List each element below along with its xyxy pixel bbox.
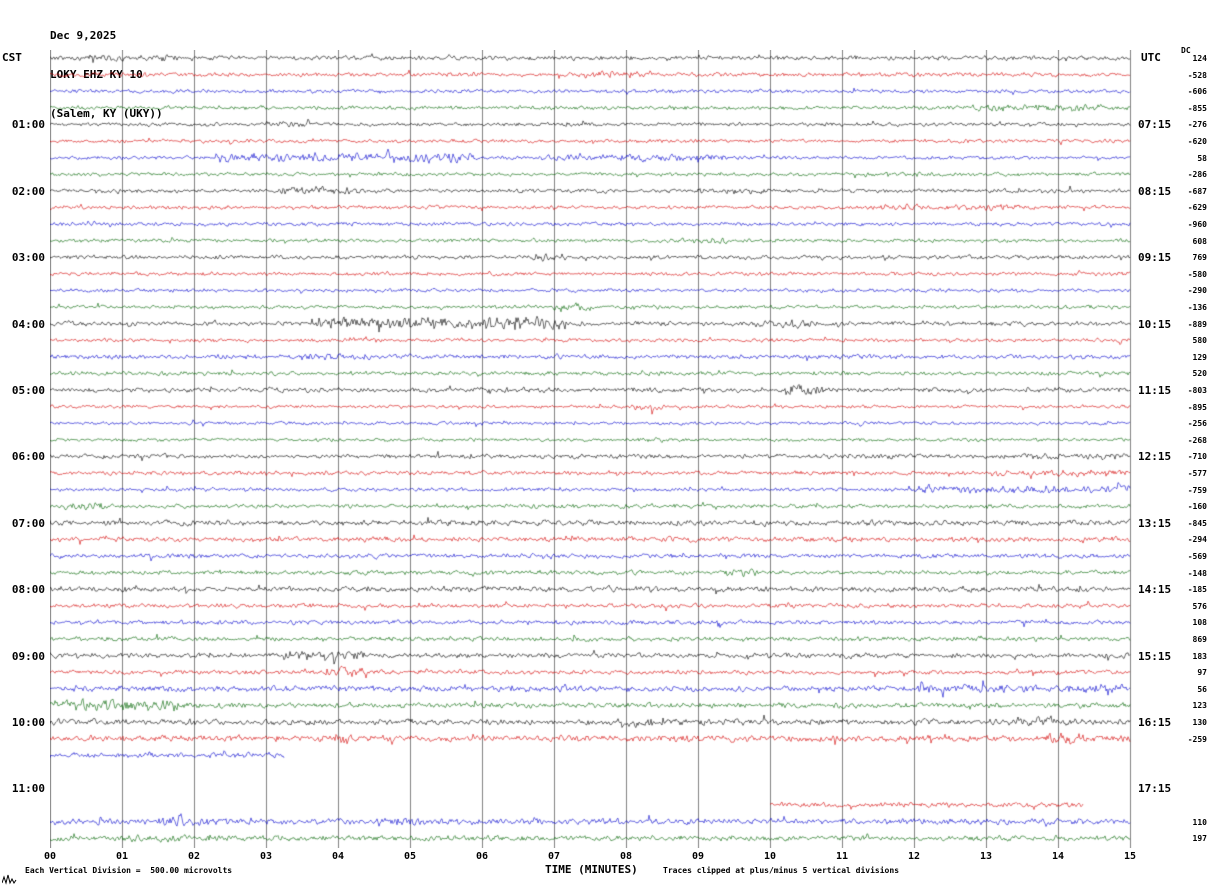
- dc-offset-value: 129: [1192, 352, 1207, 362]
- dc-offset-value: -960: [1187, 220, 1207, 229]
- right-hour-label: 12:15: [1138, 450, 1172, 464]
- dc-offset-value: -803: [1187, 386, 1207, 395]
- dc-offset-value: 56: [1197, 684, 1207, 694]
- dc-offset-value: -889: [1187, 319, 1207, 329]
- dc-offset-value: -580: [1187, 269, 1207, 279]
- dc-offset-header: DC: [1181, 46, 1191, 55]
- left-hour-label: 05:00: [11, 384, 45, 397]
- dc-offset-value: -569: [1187, 552, 1207, 561]
- dc-offset-value: -294: [1187, 535, 1207, 545]
- dc-offset-value: -710: [1187, 452, 1207, 462]
- minute-tick-label: 09: [691, 851, 705, 862]
- dc-offset-value: -620: [1187, 137, 1207, 146]
- footer-clipping-note: Traces clipped at plus/minus 5 vertical …: [663, 866, 900, 875]
- minute-tick-label: 08: [619, 851, 633, 862]
- dc-offset-value: 108: [1192, 618, 1207, 628]
- minute-tick-label: 01: [115, 851, 129, 862]
- left-hour-label: 04:00: [11, 317, 45, 331]
- dc-offset-value: -259: [1187, 734, 1207, 744]
- left-hour-label: 03:00: [11, 251, 45, 265]
- dc-offset-value: -845: [1187, 518, 1207, 528]
- minute-tick-label: 10: [763, 851, 777, 862]
- dc-offset-value: 869: [1192, 635, 1207, 644]
- left-hour-label: 06:00: [11, 450, 45, 464]
- minute-tick-label: 12: [907, 851, 921, 862]
- dc-offset-value: 769: [1192, 253, 1207, 263]
- right-hour-label: 14:15: [1138, 583, 1172, 597]
- dc-offset-value: -759: [1187, 485, 1207, 495]
- minute-tick-label: 14: [1051, 851, 1065, 862]
- minute-tick-label: 02: [187, 851, 201, 862]
- dc-offset-value: 576: [1192, 601, 1207, 611]
- dc-offset-value: 520: [1192, 369, 1207, 379]
- left-hour-label: 09:00: [11, 649, 45, 663]
- minute-tick-label: 06: [475, 851, 489, 862]
- dc-offset-value: -629: [1187, 203, 1207, 213]
- left-hour-label: 01:00: [11, 118, 45, 132]
- right-hour-label: 10:15: [1138, 317, 1172, 331]
- left-hour-label: 02:00: [11, 184, 45, 198]
- minute-tick-label: 04: [331, 851, 345, 862]
- header-date: Dec 9,2025: [50, 29, 117, 42]
- left-timezone-label: CST: [2, 51, 22, 64]
- seismo-squiggle-icon: [2, 874, 17, 885]
- minute-tick-label: 03: [259, 851, 273, 862]
- dc-offset-value: -185: [1187, 585, 1207, 595]
- dc-offset-value: 183: [1192, 651, 1207, 661]
- dc-offset-value: -855: [1187, 103, 1207, 113]
- minute-tick-label: 00: [43, 851, 57, 862]
- dc-offset-value: 123: [1192, 701, 1207, 711]
- dc-offset-value: -577: [1187, 469, 1207, 478]
- left-hour-label: 07:00: [11, 516, 45, 530]
- x-axis-title: TIME (MINUTES): [545, 863, 638, 876]
- right-hour-label: 16:15: [1138, 716, 1172, 729]
- footer-vertical-division-note: Each Vertical Division = 500.00 microvol…: [25, 866, 233, 875]
- left-hour-label: 08:00: [11, 583, 45, 597]
- dc-offset-value: 110: [1192, 817, 1207, 827]
- right-hour-label: 11:15: [1138, 384, 1172, 397]
- dc-offset-value: -276: [1187, 120, 1207, 130]
- seismogram-plot: [50, 50, 1132, 848]
- dc-offset-value: 580: [1192, 336, 1207, 346]
- right-hour-label: 17:15: [1138, 782, 1172, 796]
- dc-offset-value: 197: [1192, 834, 1207, 844]
- dc-offset-value: 608: [1192, 236, 1207, 246]
- dc-offset-value: -256: [1187, 419, 1207, 429]
- dc-offset-value: -528: [1187, 70, 1207, 80]
- right-hour-label: 15:15: [1138, 649, 1172, 663]
- dc-offset-value: -160: [1187, 502, 1207, 512]
- dc-offset-value: -268: [1187, 435, 1207, 445]
- dc-offset-value: -148: [1187, 568, 1207, 578]
- dc-offset-value: -136: [1187, 303, 1207, 312]
- left-hour-label: 11:00: [11, 782, 45, 796]
- dc-offset-value: -290: [1187, 286, 1207, 296]
- dc-offset-value: -606: [1187, 87, 1207, 97]
- minute-tick-label: 07: [547, 851, 561, 862]
- minute-tick-label: 11: [835, 851, 849, 862]
- left-hour-label: 10:00: [11, 716, 45, 729]
- dc-offset-value: -687: [1187, 186, 1207, 196]
- dc-offset-value: -895: [1187, 402, 1207, 412]
- right-hour-label: 08:15: [1138, 184, 1172, 198]
- right-hour-label: 13:15: [1138, 516, 1172, 530]
- right-timezone-label: UTC: [1141, 51, 1161, 64]
- minute-tick-label: 13: [979, 851, 993, 862]
- minute-tick-label: 15: [1123, 851, 1137, 862]
- dc-offset-value: 124: [1192, 54, 1207, 63]
- right-hour-label: 07:15: [1138, 118, 1172, 132]
- right-hour-label: 09:15: [1138, 251, 1172, 265]
- dc-offset-value: 130: [1192, 718, 1207, 727]
- dc-offset-value: 58: [1197, 153, 1207, 163]
- minute-tick-label: 05: [403, 851, 417, 862]
- dc-offset-value: -286: [1187, 170, 1207, 180]
- dc-offset-value: 97: [1197, 668, 1207, 678]
